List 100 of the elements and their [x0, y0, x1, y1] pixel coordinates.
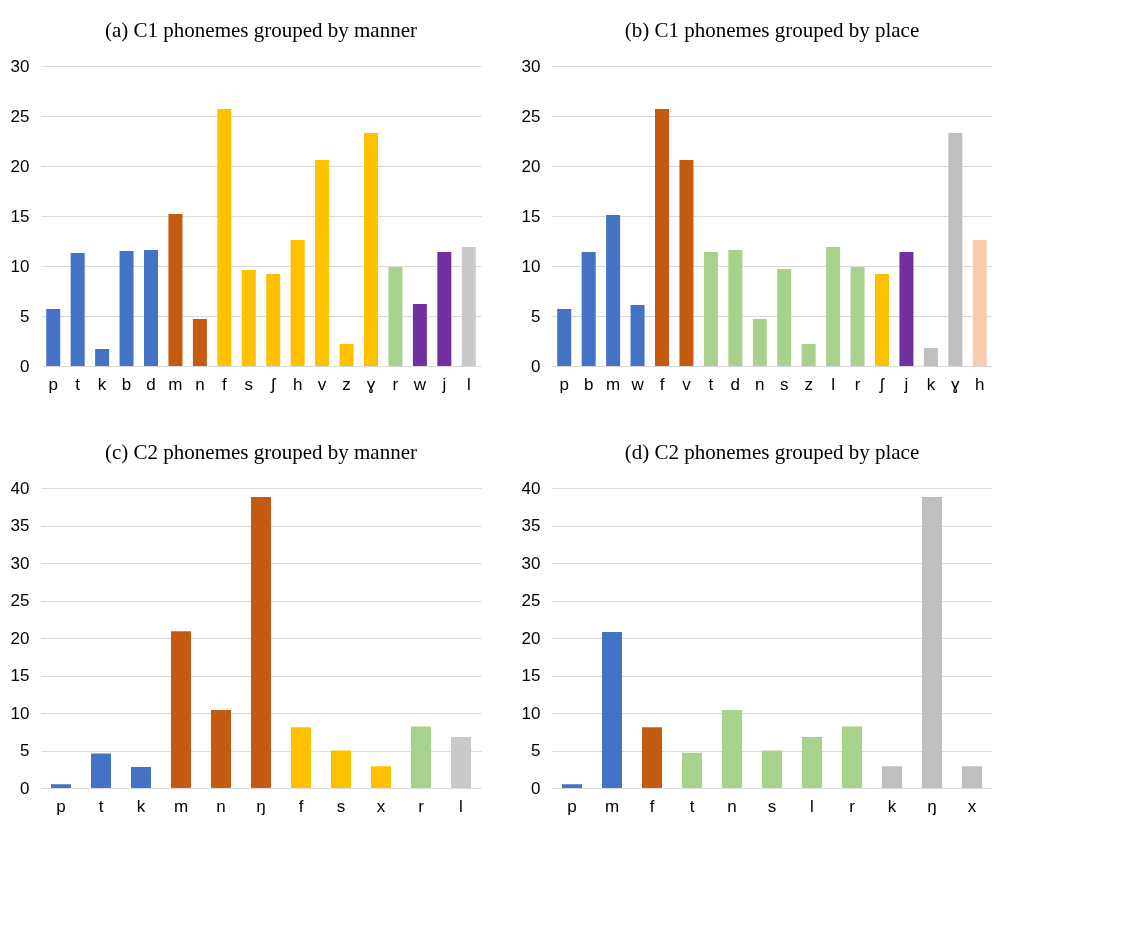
bar — [899, 252, 914, 366]
x-tick-label: w — [412, 374, 427, 394]
bar — [606, 215, 621, 366]
bar — [581, 252, 596, 366]
bar — [722, 710, 742, 788]
chart-title: (b) C1 phonemes grouped by place — [624, 18, 920, 42]
bar — [461, 247, 476, 366]
y-tick-label: 15 — [521, 666, 541, 685]
x-tick-label: s — [779, 374, 789, 394]
y-tick-label: 0 — [531, 778, 541, 798]
x-tick-label: m — [604, 796, 620, 816]
x-tick-label: x — [376, 796, 386, 816]
x-tick-label: t — [98, 796, 104, 816]
x-tick-label: n — [755, 374, 765, 394]
chart-title: (c) C2 phonemes grouped by manner — [105, 440, 417, 464]
x-tick-label: s — [244, 374, 254, 394]
y-tick-label: 15 — [10, 666, 30, 685]
x-tick-label: b — [121, 374, 132, 394]
bar — [241, 270, 256, 366]
bar — [437, 252, 452, 366]
y-tick-label: 5 — [531, 306, 541, 326]
bar — [131, 767, 151, 788]
x-tick-label: l — [466, 374, 471, 394]
chart-title: (a) C1 phonemes grouped by manner — [105, 18, 417, 42]
y-tick-label: 15 — [10, 206, 30, 226]
bar — [70, 253, 85, 366]
y-tick-label: 25 — [10, 106, 30, 126]
x-tick-label: k — [97, 374, 107, 394]
bar — [801, 344, 816, 366]
y-tick-label: 20 — [10, 156, 30, 176]
x-tick-label: v — [682, 374, 692, 394]
bar — [630, 305, 645, 366]
bar — [451, 737, 471, 788]
x-tick-label: r — [418, 796, 425, 816]
bar — [46, 309, 61, 366]
x-tick-label: j — [903, 374, 909, 394]
x-tick-label: t — [708, 374, 714, 394]
y-tick-label: 0 — [531, 356, 541, 376]
x-tick-label: d — [730, 374, 741, 394]
x-tick-label: b — [583, 374, 594, 394]
bar — [802, 737, 822, 788]
bar — [339, 344, 354, 366]
bar — [412, 304, 427, 366]
x-tick-label: v — [317, 374, 327, 394]
bar — [752, 319, 767, 366]
bar — [95, 349, 110, 366]
bar — [882, 766, 902, 788]
x-tick-label: ŋ — [927, 796, 937, 816]
bar — [91, 753, 111, 788]
bar — [411, 726, 431, 788]
bar — [119, 251, 134, 366]
x-tick-label: p — [48, 374, 58, 394]
bar — [51, 784, 71, 788]
y-tick-label: 25 — [521, 591, 541, 610]
x-tick-label: s — [767, 796, 777, 816]
bar — [290, 240, 305, 366]
x-tick-label: ʃ — [879, 374, 886, 394]
bar — [315, 160, 330, 366]
x-tick-label: n — [195, 374, 205, 394]
x-tick-label: n — [727, 796, 737, 816]
y-tick-label: 15 — [521, 206, 541, 226]
bar — [251, 497, 271, 788]
y-tick-label: 20 — [521, 156, 541, 176]
x-tick-label: k — [136, 796, 146, 816]
y-tick-label: 35 — [521, 516, 541, 535]
bar — [266, 274, 281, 366]
x-tick-label: k — [926, 374, 936, 394]
bar — [682, 752, 702, 788]
bar — [602, 632, 622, 788]
bar — [642, 727, 662, 788]
bar — [923, 348, 938, 366]
bar — [388, 267, 403, 366]
x-tick-label: t — [75, 374, 81, 394]
y-tick-label: 0 — [20, 778, 30, 798]
x-tick-label: f — [221, 374, 227, 394]
x-tick-label: p — [559, 374, 569, 394]
bar — [557, 309, 572, 366]
bar — [728, 250, 743, 366]
x-tick-label: s — [336, 796, 346, 816]
x-tick-label: ɣ — [366, 374, 376, 394]
bar — [972, 240, 987, 366]
y-tick-label: 30 — [10, 553, 30, 573]
bar — [655, 109, 669, 366]
bar — [562, 784, 582, 788]
x-tick-label: k — [887, 796, 897, 816]
bar — [168, 214, 183, 366]
x-tick-label: l — [831, 374, 835, 394]
y-tick-label: 10 — [10, 703, 30, 723]
y-tick-label: 10 — [521, 703, 541, 723]
y-tick-label: 40 — [10, 478, 30, 498]
x-tick-label: ŋ — [256, 796, 266, 816]
y-tick-label: 5 — [20, 306, 30, 326]
x-tick-label: f — [298, 796, 304, 816]
bar — [371, 766, 391, 788]
x-tick-label: t — [689, 796, 695, 816]
x-tick-label: p — [567, 796, 577, 816]
y-tick-label: 10 — [10, 256, 30, 276]
x-tick-label: p — [56, 796, 66, 816]
x-tick-label: x — [967, 796, 977, 816]
bar — [217, 109, 232, 366]
